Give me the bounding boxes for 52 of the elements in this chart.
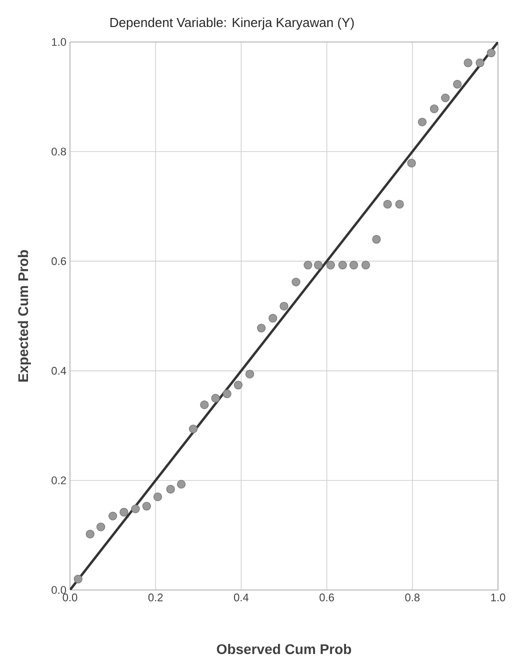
x-tick-label: 0.0 xyxy=(62,594,78,602)
y-tick-label: 0.6 xyxy=(52,257,66,266)
point xyxy=(372,234,381,244)
point xyxy=(361,260,370,270)
point xyxy=(166,484,175,494)
point xyxy=(486,48,496,58)
x-tick-label: 1.0 xyxy=(491,594,506,602)
y-tick-label: 0.2 xyxy=(52,476,66,484)
point xyxy=(86,530,94,538)
point xyxy=(234,380,243,390)
x-tick-label: 0.8 xyxy=(405,594,420,602)
point xyxy=(188,424,198,434)
point xyxy=(349,260,358,270)
y-axis-title: Expected Cum Prob xyxy=(18,250,31,382)
point xyxy=(211,394,220,402)
x-axis-title: Observed Cum Prob xyxy=(216,644,352,654)
x-tick-label: 0.6 xyxy=(320,594,334,602)
point xyxy=(176,480,186,489)
point xyxy=(464,58,472,68)
point xyxy=(222,390,232,398)
y-tick-label: 0.8 xyxy=(52,148,66,156)
point xyxy=(245,370,254,378)
point xyxy=(96,522,106,532)
point xyxy=(200,400,209,410)
point xyxy=(108,512,118,520)
point xyxy=(453,80,462,88)
x-tick-label: 0.4 xyxy=(234,594,249,602)
point xyxy=(314,260,323,270)
point xyxy=(338,260,347,270)
point xyxy=(304,260,312,270)
point xyxy=(476,58,484,68)
point xyxy=(153,492,162,502)
point xyxy=(120,508,128,516)
y-tick-label: 0.0 xyxy=(52,586,66,594)
point xyxy=(268,314,278,322)
y-tick-label: 0.4 xyxy=(52,366,66,375)
point xyxy=(74,574,82,584)
y-tick-label: 1.0 xyxy=(52,38,66,46)
point xyxy=(257,324,266,332)
chart-title: Dependent Variable: Kinerja Karyawan (Y) xyxy=(110,18,354,30)
point xyxy=(441,94,450,102)
point xyxy=(142,502,151,510)
point xyxy=(383,200,392,209)
point xyxy=(292,278,300,286)
point xyxy=(326,260,335,270)
point xyxy=(418,118,427,126)
point xyxy=(407,158,416,168)
point xyxy=(131,504,140,514)
point xyxy=(395,200,404,209)
point xyxy=(430,104,439,114)
point xyxy=(280,302,288,310)
x-tick-label: 0.2 xyxy=(148,594,163,602)
